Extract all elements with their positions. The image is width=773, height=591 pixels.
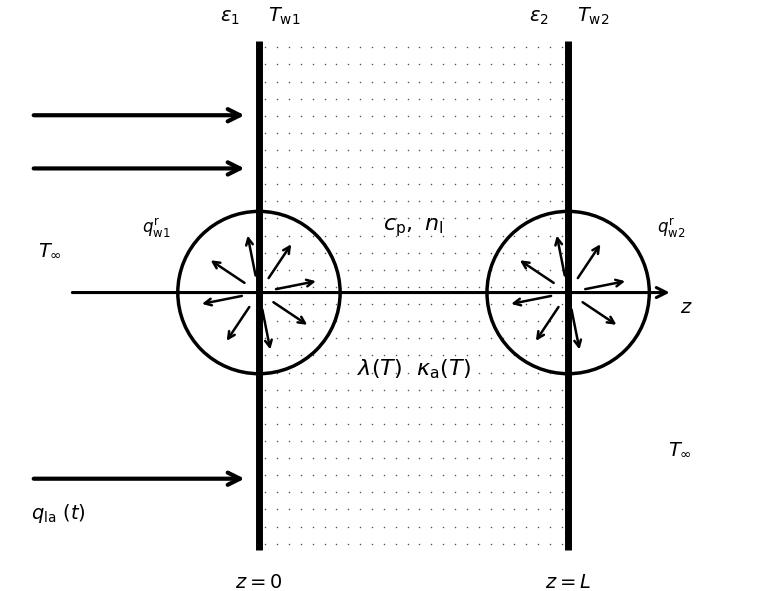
Text: $c_{\mathrm{p}},\ n_{\mathrm{l}}$: $c_{\mathrm{p}},\ n_{\mathrm{l}}$	[383, 216, 444, 239]
Text: $T_{\infty}$: $T_{\infty}$	[39, 241, 62, 260]
Text: $z=L$: $z=L$	[545, 573, 591, 591]
Text: $\varepsilon_2$: $\varepsilon_2$	[529, 8, 549, 27]
Text: $z=0$: $z=0$	[235, 573, 283, 591]
Text: $q_{\mathrm{la}}\ (t)$: $q_{\mathrm{la}}\ (t)$	[31, 502, 86, 525]
Text: $T_{\mathrm{w2}}$: $T_{\mathrm{w2}}$	[577, 5, 610, 27]
Bar	[259, 41, 568, 550]
Text: $\lambda(T)\ \ \kappa_{\mathrm{a}}(T)$: $\lambda(T)\ \ \kappa_{\mathrm{a}}(T)$	[356, 358, 471, 381]
Text: $q_{\mathrm{w1}}^{\mathrm{r}}$: $q_{\mathrm{w1}}^{\mathrm{r}}$	[141, 216, 170, 240]
Text: $z$: $z$	[680, 298, 693, 317]
Text: $q_{\mathrm{w2}}^{\mathrm{r}}$: $q_{\mathrm{w2}}^{\mathrm{r}}$	[657, 216, 686, 240]
Text: $T_{\mathrm{w1}}$: $T_{\mathrm{w1}}$	[268, 5, 301, 27]
Text: $\varepsilon_1$: $\varepsilon_1$	[220, 8, 240, 27]
Text: $T_{\infty}$: $T_{\infty}$	[669, 440, 692, 459]
